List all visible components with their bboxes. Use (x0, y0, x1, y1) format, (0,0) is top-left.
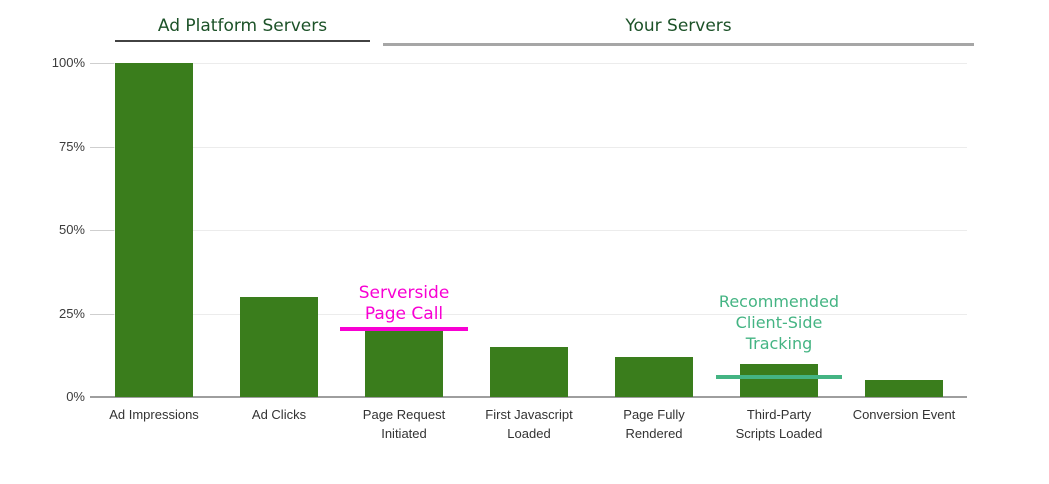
gridline (90, 63, 967, 64)
x-axis-label: Conversion Event (852, 407, 956, 422)
bar-ad-impressions (115, 63, 193, 397)
x-axis-baseline (90, 396, 967, 398)
x-axis-label: Page Fully Rendered (623, 407, 685, 441)
annotation-text-recommended-client-side-tracking: Recommended Client-Side Tracking (718, 292, 840, 353)
y-tick-mark (90, 63, 114, 64)
x-axis-label: Third-Party Scripts Loaded (735, 407, 823, 441)
x-axis-label: Page Request Initiated (362, 407, 446, 441)
ad-platform-servers-underline (115, 40, 370, 42)
gridline (90, 230, 967, 231)
y-axis-label: 0% (66, 389, 85, 404)
y-axis-label: 50% (58, 222, 85, 237)
group-title-ad-platform-servers: Ad Platform Servers (157, 16, 328, 36)
group-title-your-servers: Your Servers (625, 16, 732, 36)
bar-conversion-event (865, 380, 943, 397)
annotation-line-serverside-page-call (340, 326, 468, 331)
bar-third-party-scripts-loaded (740, 363, 818, 397)
y-tick-mark (90, 313, 114, 315)
annotation-line-recommended-client-side-tracking (716, 374, 842, 379)
y-tick-mark (90, 146, 114, 148)
bar-first-javascript-loaded (490, 346, 568, 397)
x-axis-label: Ad Impressions (109, 407, 199, 422)
gridline (90, 146, 967, 148)
bar-ad-clicks (240, 296, 318, 397)
x-axis-label: Ad Clicks (251, 407, 307, 422)
y-axis-label: 100% (51, 55, 85, 70)
annotation-text-serverside-page-call: Serverside Page Call (358, 283, 450, 324)
bar-page-fully-rendered (615, 356, 693, 397)
bar-page-request-initiated (365, 330, 443, 397)
y-axis-label: 25% (58, 305, 85, 321)
y-axis-label: 75% (58, 138, 85, 154)
your-servers-underline (383, 43, 974, 46)
gridline (90, 313, 967, 315)
x-axis-label: First Javascript Loaded (485, 407, 573, 441)
y-tick-mark (90, 230, 114, 231)
